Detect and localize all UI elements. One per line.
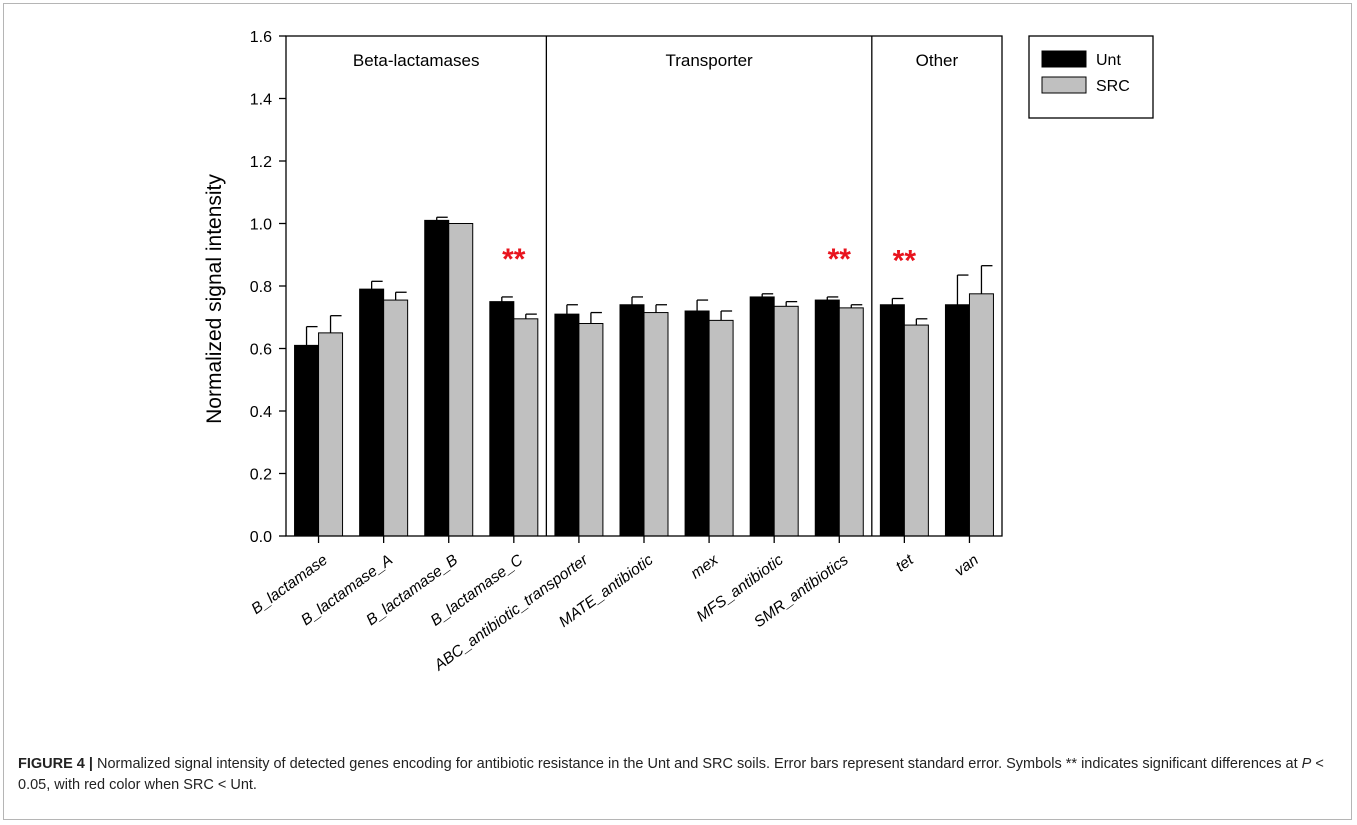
y-tick-label: 0.2	[250, 467, 272, 484]
y-tick-label: 0.4	[250, 404, 272, 421]
y-axis-label: Normalized signal intensity	[203, 174, 226, 424]
bar-src	[448, 223, 474, 537]
bar-src	[903, 324, 929, 537]
bar-src	[643, 312, 669, 537]
legend-label-src: SRC	[1096, 78, 1130, 95]
x-tick-label: van	[952, 551, 982, 579]
y-tick-label: 1.2	[250, 154, 272, 171]
chart-legend: Unt SRC	[1028, 35, 1154, 119]
legend-swatch-src	[1041, 76, 1087, 94]
y-tick-label: 0.6	[250, 342, 272, 359]
plot-area: Beta-lactamases Transporter Other 0.0 0.2 0.4…	[248, 29, 1003, 675]
significance-marker: **	[828, 243, 852, 276]
caption-figure-label: FIGURE 4 |	[18, 756, 93, 772]
bar-src	[318, 332, 344, 537]
caption-text-part1: Normalized signal intensity of detected …	[92, 756, 1302, 772]
x-tick-label: tet	[893, 551, 917, 575]
bar-unt	[424, 219, 450, 537]
bar-unt	[684, 310, 710, 537]
y-tick-label: 0.8	[250, 279, 272, 296]
x-tick-label: mex	[688, 551, 723, 583]
figure-caption: FIGURE 4 | Normalized signal intensity o…	[18, 754, 1338, 796]
group-label: Other	[916, 51, 959, 70]
group-label: Transporter	[665, 51, 753, 70]
bar-src	[383, 299, 409, 537]
y-tick-label: 1.6	[250, 29, 272, 46]
group-label: Beta-lactamases	[353, 51, 480, 70]
y-tick-label: 1.0	[250, 217, 272, 234]
y-tick-label: 1.4	[250, 92, 272, 109]
bar-unt	[489, 301, 515, 537]
bar-unt	[554, 313, 580, 537]
bar-src	[773, 305, 799, 537]
bar-unt	[879, 304, 905, 537]
bar-unt	[749, 296, 775, 537]
caption-p-symbol: P	[1301, 756, 1312, 772]
bar-chart: Beta-lactamases Transporter Other 0.0 0.2 0.4…	[203, 29, 1154, 675]
caption-text-part2: < 0.05, with red color when SRC < Unt.	[18, 756, 1324, 793]
bar-src	[838, 307, 864, 537]
legend-label-unt: Unt	[1096, 52, 1121, 69]
bar-unt	[294, 344, 320, 537]
bar-unt	[944, 304, 970, 537]
bar-src	[968, 293, 994, 537]
bar-src	[578, 323, 604, 537]
bar-unt	[619, 304, 645, 537]
figure-frame	[3, 3, 1352, 820]
bar-unt	[359, 288, 385, 537]
bar-src	[708, 319, 734, 537]
y-tick-label: 0.0	[250, 529, 272, 546]
significance-marker: **	[893, 245, 917, 278]
significance-marker: **	[502, 243, 526, 276]
bar-unt	[814, 299, 840, 537]
legend-swatch-unt	[1041, 50, 1087, 68]
bar-src	[513, 318, 539, 537]
